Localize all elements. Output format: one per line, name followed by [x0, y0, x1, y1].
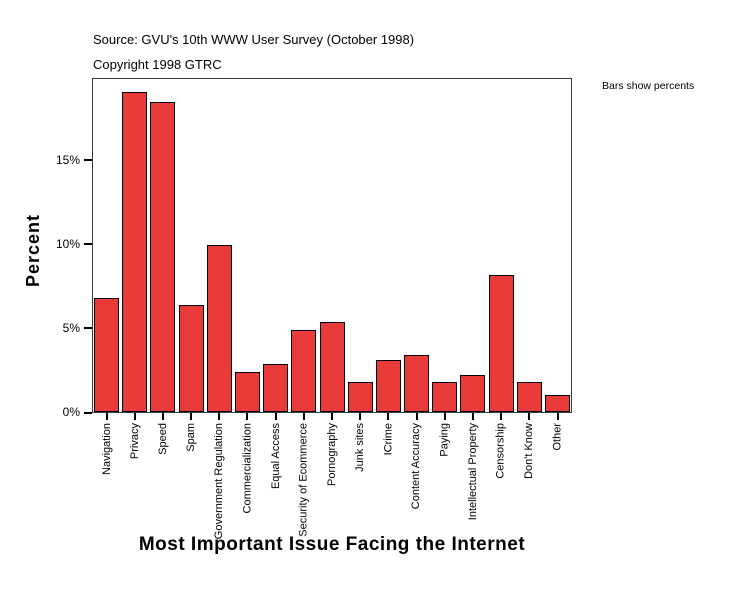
x-tick-commercialization: [246, 413, 249, 420]
y-tick-label-5: 5%: [62, 320, 80, 335]
bar-censorship: [488, 274, 514, 412]
x-tick-junk-sites: [359, 413, 362, 420]
x-axis-label-other: Other: [551, 423, 564, 451]
x-tick-don-t-know: [528, 413, 531, 420]
x-axis-label-commercialization: Commercialization: [241, 423, 254, 514]
plot-area: [92, 78, 572, 413]
bar-privacy: [122, 92, 148, 412]
x-axis-title: Most Important Issue Facing the Internet: [138, 534, 526, 555]
bar-pornography: [319, 321, 345, 412]
bar-security-of-ecommerce: [291, 330, 317, 412]
x-axis-label-paying: Paying: [438, 423, 451, 457]
bar-intellectual-property: [460, 375, 486, 412]
x-tick-speed: [161, 413, 164, 420]
x-axis-label-icrime: ICrime: [382, 423, 395, 456]
x-axis-label-speed: Speed: [156, 423, 169, 455]
bar-content-accuracy: [404, 355, 430, 412]
x-axis-label-spam: Spam: [185, 423, 198, 452]
x-tick-government-regulation: [218, 413, 221, 420]
y-tick-label-15: 15%: [55, 152, 80, 167]
y-tick-label-0: 0%: [62, 405, 80, 419]
bar-commercialization: [234, 371, 260, 412]
x-axis-label-content-accuracy: Content Accuracy: [410, 423, 423, 510]
bar-speed: [150, 102, 176, 412]
x-tick-other: [556, 413, 559, 420]
bars-show-percents-note: Bars show percents: [602, 80, 695, 92]
x-tick-icrime: [387, 413, 390, 420]
x-tick-navigation: [105, 413, 108, 420]
x-tick-privacy: [133, 413, 136, 420]
x-axis-label-security-of-ecommerce: Security of Ecommerce: [297, 423, 310, 537]
bar-spam: [178, 304, 204, 412]
x-axis-label-privacy: Privacy: [128, 423, 141, 460]
x-tick-spam: [190, 413, 193, 420]
bar-paying: [432, 381, 458, 412]
y-tick-15: [84, 159, 92, 161]
x-axis-label-censorship: Censorship: [495, 423, 508, 479]
y-tick-0: [84, 411, 92, 414]
x-tick-security-of-ecommerce: [302, 413, 305, 420]
bar-navigation: [94, 298, 119, 412]
x-tick-paying: [443, 413, 446, 420]
x-tick-content-accuracy: [415, 413, 418, 420]
x-axis-label-intellectual-property: Intellectual Property: [466, 423, 479, 521]
x-axis-label-don-t-know: Don't Know: [523, 423, 536, 479]
x-tick-intellectual-property: [471, 413, 474, 420]
x-axis-label-junk-sites: Junk sites: [354, 423, 367, 472]
bars-container: [93, 79, 571, 412]
x-tick-pornography: [331, 413, 333, 420]
bar-government-regulation: [206, 244, 232, 412]
x-axis-label-government-regulation: Government Regulation: [213, 423, 226, 540]
y-tick-5: [84, 327, 92, 330]
bar-icrime: [375, 360, 401, 412]
source-caption: Source: GVU's 10th WWW User Survey (Octo…: [93, 32, 415, 47]
bar-equal-access: [263, 363, 289, 412]
x-axis-label-equal-access: Equal Access: [269, 423, 282, 490]
copyright-caption: Copyright 1998 GTRC: [93, 57, 222, 72]
bar-junk-sites: [347, 381, 373, 412]
x-axis-label-navigation: Navigation: [100, 423, 113, 475]
bar-other: [545, 395, 570, 412]
y-tick-label-10: 10%: [55, 236, 80, 251]
y-tick-10: [84, 243, 92, 246]
bar-don-t-know: [516, 381, 542, 412]
x-tick-equal-access: [274, 413, 277, 420]
x-axis-label-pornography: Pornography: [326, 423, 338, 486]
x-tick-censorship: [500, 413, 503, 420]
